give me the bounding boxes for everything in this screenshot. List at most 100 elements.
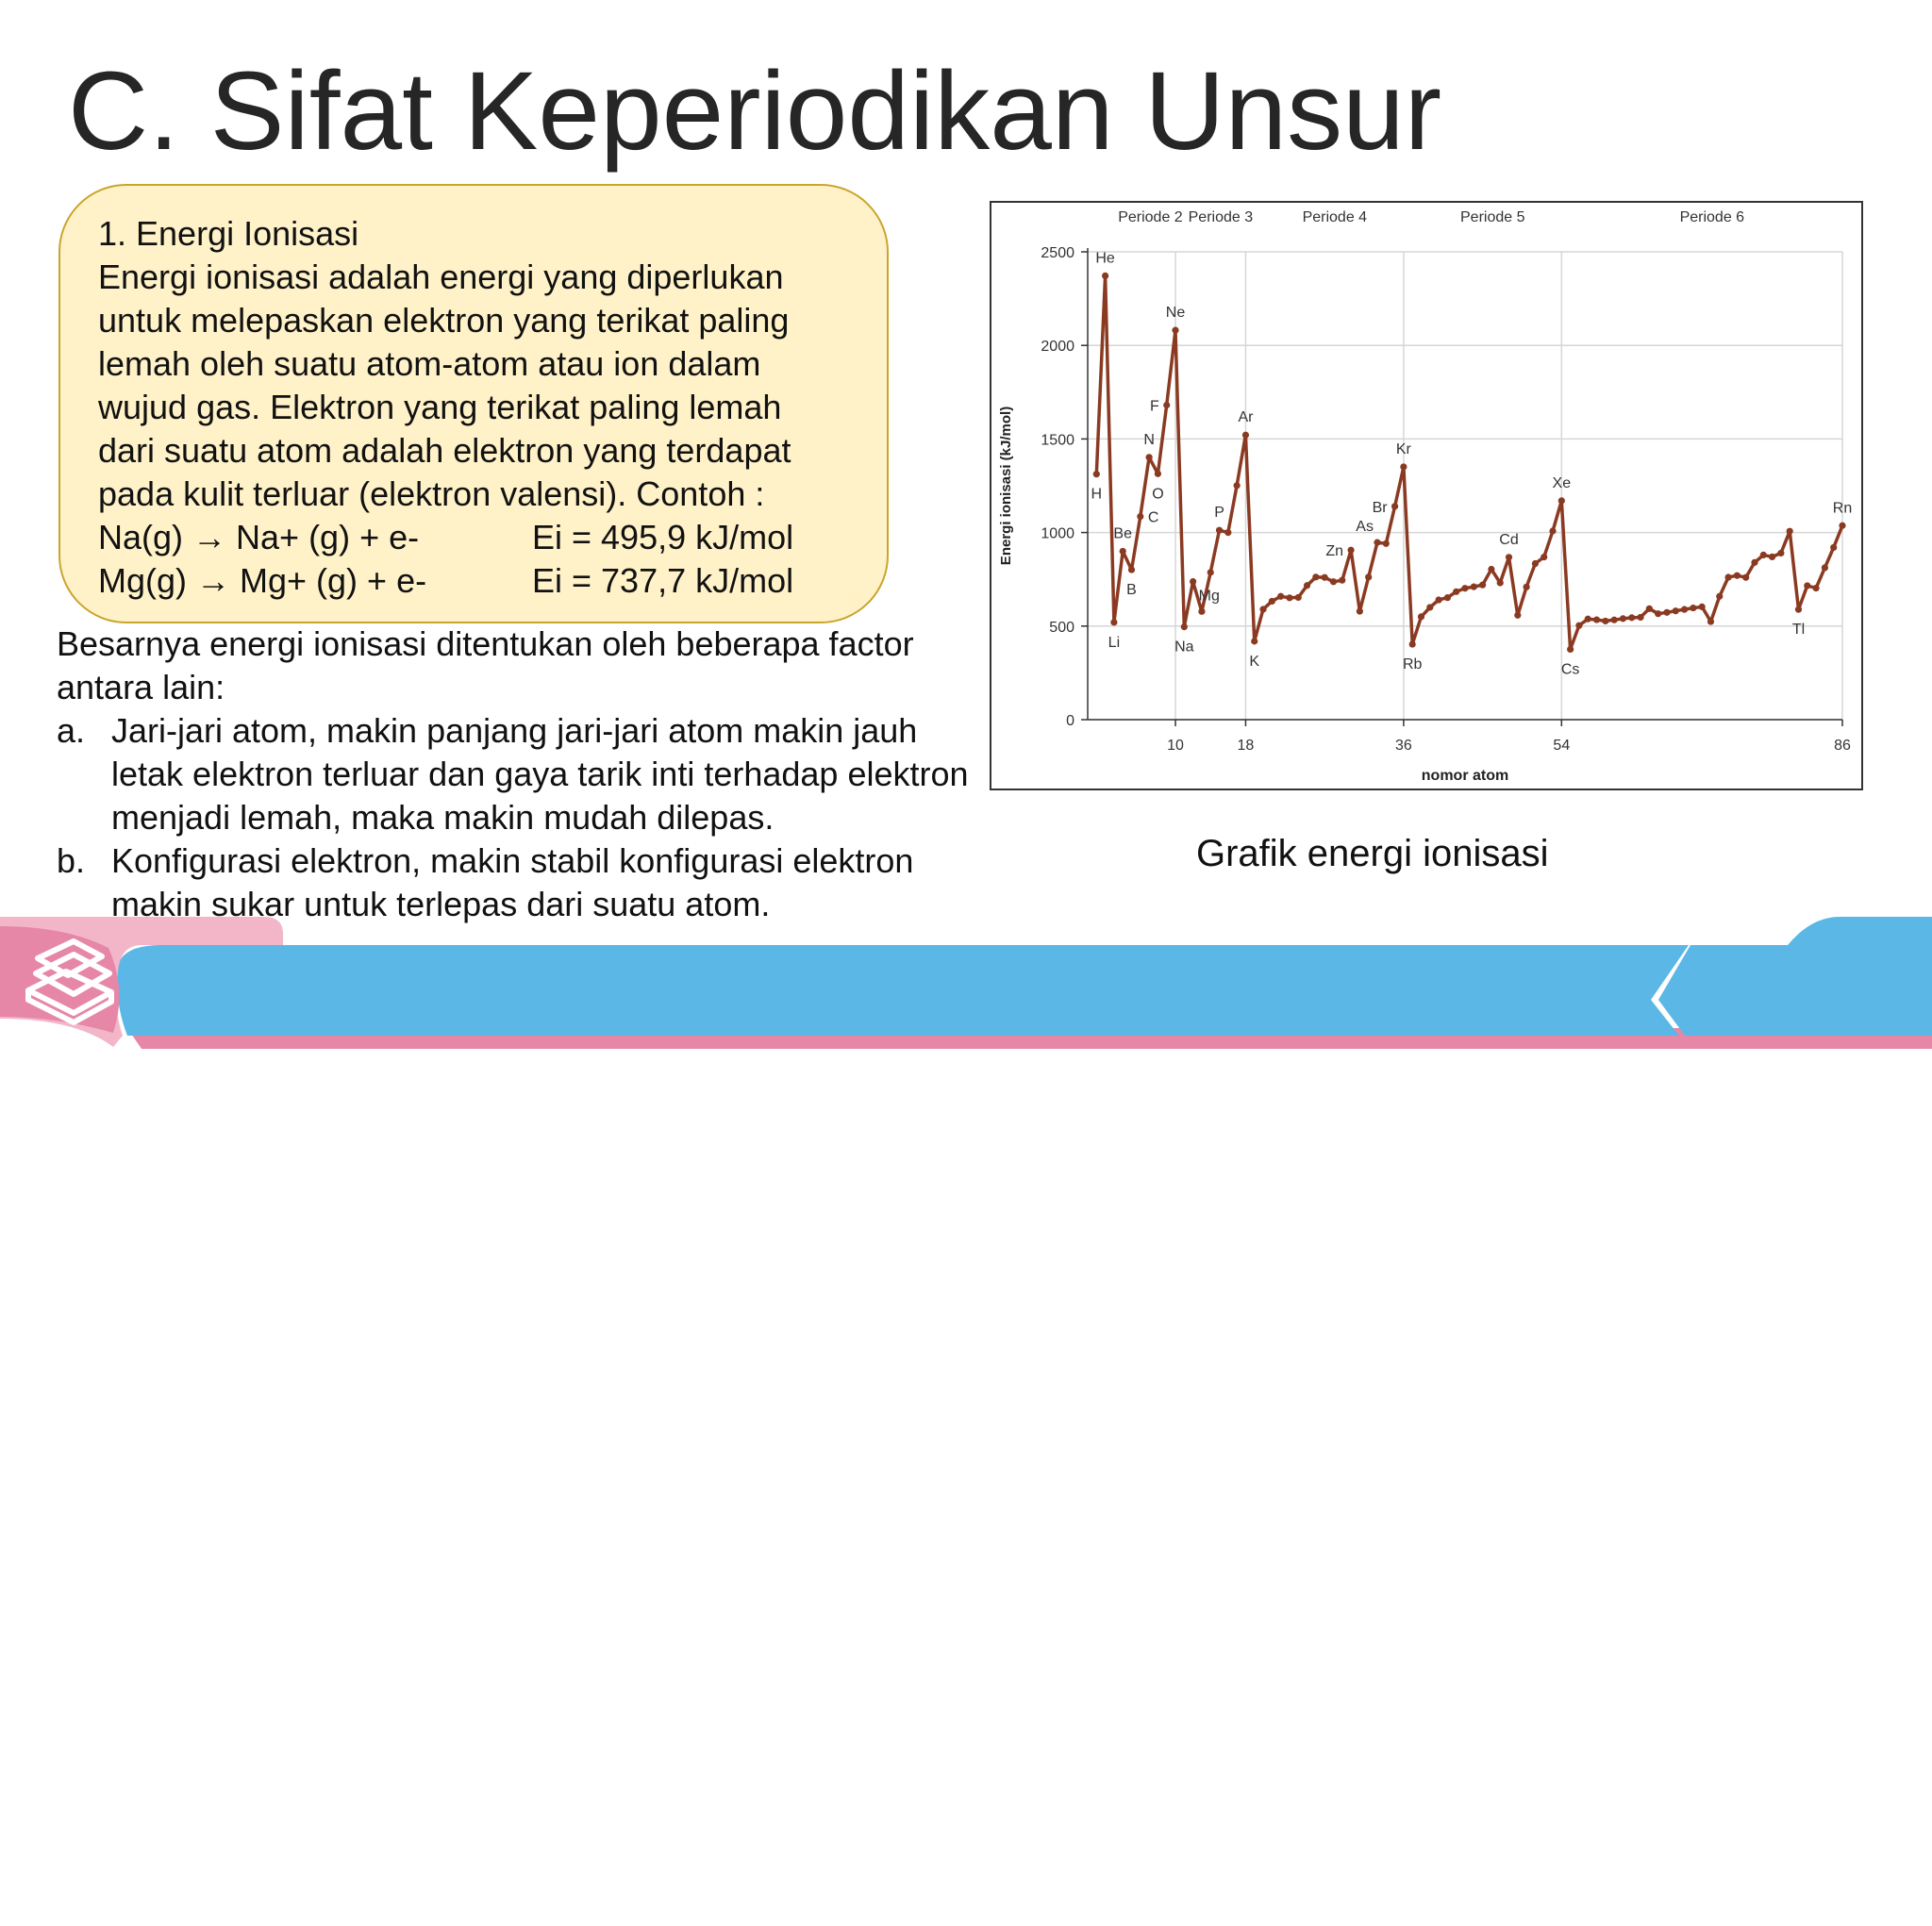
- chart-caption: Grafik energi ionisasi: [1196, 833, 1549, 874]
- data-point: [1119, 547, 1126, 556]
- data-point: [1154, 470, 1162, 477]
- data-point: [1102, 272, 1109, 279]
- reaction-equation: Mg(g) → Mg+ (g) + e-: [98, 561, 427, 600]
- element-label: Rb: [1403, 656, 1423, 672]
- chart-svg: 0 500 1000 1500 2000 2500 10 18 36 54 86 nomor atom…: [998, 209, 1852, 784]
- data-point: [1505, 554, 1513, 561]
- period-label: Periode 2: [1118, 209, 1183, 225]
- data-point: [1812, 584, 1820, 592]
- footer-level: SMA/MA: [1706, 1868, 1882, 1924]
- data-point: [1461, 585, 1469, 592]
- ionization-chart: 0 500 1000 1500 2000 2500 10 18 36 54 86 nomor atom…: [990, 201, 1863, 790]
- element-label: K: [1249, 654, 1259, 670]
- definition-line: wujud gas. Elektron yang terikat paling …: [98, 388, 782, 426]
- data-point: [1470, 583, 1477, 590]
- element-label: Ne: [1166, 305, 1186, 321]
- factor-text: Jari-jari atom, makin panjang jari-jari …: [111, 711, 969, 837]
- data-point: [1645, 605, 1653, 612]
- element-label: Na: [1174, 639, 1194, 656]
- data-point: [1733, 572, 1740, 579]
- data-point: [1628, 614, 1636, 622]
- element-label: Cd: [1499, 532, 1518, 548]
- element-label: Ar: [1238, 409, 1254, 425]
- data-point: [1224, 529, 1232, 537]
- element-label: N: [1143, 432, 1155, 448]
- factors-list: a. Jari-jari atom, makin panjang jari-ja…: [57, 709, 981, 926]
- definition-content: 1. Energi Ionisasi Energi ionisasi adala…: [98, 212, 872, 603]
- factor-marker: a.: [57, 711, 86, 750]
- element-label: Tl: [1792, 622, 1805, 638]
- data-point: [1198, 607, 1206, 615]
- data-point: [1794, 606, 1803, 613]
- data-point: [1804, 582, 1811, 589]
- element-label: O: [1152, 486, 1163, 502]
- data-point: [1768, 553, 1776, 560]
- element-label: Kr: [1396, 441, 1412, 457]
- element-label: He: [1095, 250, 1115, 266]
- data-point: [1786, 527, 1793, 535]
- data-point: [1724, 573, 1732, 581]
- data-point: [1259, 606, 1267, 613]
- data-point: [1602, 617, 1609, 625]
- footer-blue-corner: [1658, 917, 1932, 1036]
- x-axis-label: nomor atom: [1422, 768, 1508, 784]
- y-tick-label: 500: [1049, 620, 1074, 636]
- data-point: [1655, 610, 1662, 618]
- x-tick-label: 10: [1167, 738, 1184, 754]
- factor-marker: b.: [57, 841, 86, 880]
- y-tick-label: 2500: [1041, 245, 1074, 261]
- data-point: [1277, 592, 1285, 600]
- data-point: [1400, 463, 1407, 471]
- factor-text: Konfigurasi elektron, makin stabil konfi…: [111, 841, 914, 923]
- factor-item: a. Jari-jari atom, makin panjang jari-ja…: [57, 709, 981, 839]
- data-point: [1584, 615, 1591, 623]
- data-point: [1453, 588, 1460, 595]
- data-point: [1751, 558, 1758, 566]
- data-point: [1233, 482, 1241, 490]
- data-point: [1329, 578, 1338, 586]
- data-point: [1839, 522, 1846, 529]
- data-point: [1092, 471, 1100, 478]
- data-point: [1286, 594, 1293, 602]
- data-point: [1215, 526, 1224, 534]
- x-tick-label: 18: [1238, 738, 1255, 754]
- element-label: As: [1356, 519, 1374, 535]
- footer-blue-band: [117, 945, 1689, 1036]
- data-point: [1172, 326, 1179, 334]
- footer-banner: IPA Kimia SMA/MA: [0, 905, 1932, 1925]
- x-tick-label: 36: [1395, 738, 1412, 754]
- y-tick-label: 0: [1066, 713, 1074, 729]
- data-point: [1382, 540, 1390, 547]
- element-label: C: [1148, 510, 1159, 526]
- data-point: [1575, 622, 1583, 629]
- data-point: [1207, 569, 1214, 576]
- element-label: Li: [1108, 635, 1120, 651]
- definition-line: pada kulit terluar (elektron valensi). C…: [98, 474, 765, 513]
- definition-line: dari suatu atom adalah elektron yang ter…: [98, 431, 791, 470]
- footer-shapes: [0, 917, 1932, 1049]
- footer-course: Kimia: [955, 1879, 1063, 1923]
- data-point: [1408, 640, 1416, 648]
- reaction-equation: Na(g) → Na+ (g) + e-: [98, 518, 420, 556]
- definition-box: 1. Energi Ionisasi Energi ionisasi adala…: [58, 184, 889, 623]
- data-point: [1251, 638, 1258, 645]
- data-point: [1241, 431, 1250, 439]
- y-tick-label: 2000: [1041, 339, 1074, 355]
- data-point: [1294, 593, 1302, 602]
- data-point: [1777, 549, 1785, 557]
- element-label: P: [1214, 505, 1224, 521]
- data-point: [1707, 618, 1715, 625]
- reaction-row: Mg(g) → Mg+ (g) + e- Ei = 737,7 kJ/mol: [98, 559, 872, 603]
- data-point: [1180, 623, 1188, 631]
- data-point: [1716, 592, 1724, 600]
- slide-title: C. Sifat Keperiodikan Unsur: [68, 49, 1442, 174]
- data-point: [1821, 564, 1828, 572]
- y-tick-label: 1000: [1041, 526, 1074, 542]
- data-point: [1672, 607, 1679, 615]
- element-label: H: [1091, 487, 1103, 503]
- definition-line: Energi ionisasi adalah energi yang diper…: [98, 257, 784, 296]
- data-point: [1356, 607, 1363, 615]
- data-point: [1698, 603, 1706, 610]
- data-point: [1496, 579, 1504, 587]
- x-tick-label: 86: [1834, 738, 1851, 754]
